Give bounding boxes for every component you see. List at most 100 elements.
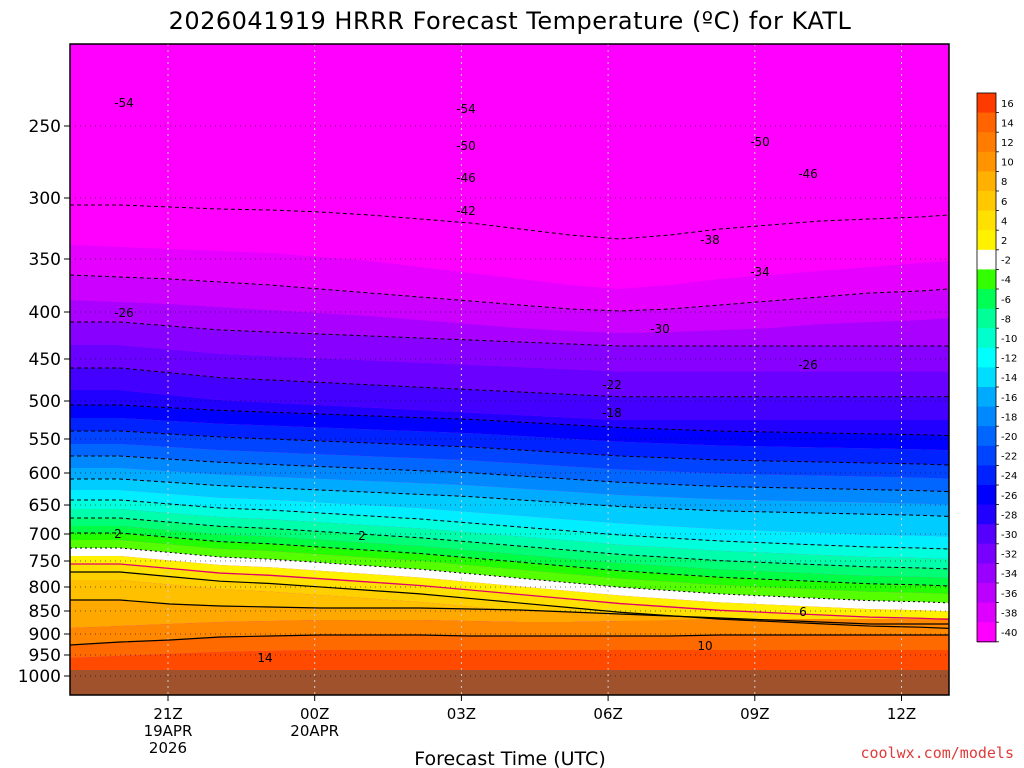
colorbar-label: -14 bbox=[1001, 373, 1017, 384]
temperature-band bbox=[70, 479, 949, 537]
contour-label: -34 bbox=[750, 265, 770, 279]
x-tick-label: 03Z bbox=[447, 705, 476, 723]
y-tick-label: 800 bbox=[29, 578, 61, 598]
temperature-band bbox=[70, 518, 949, 578]
colorbar: 16 14 12 10 8 6 4 2 -2 -4 -6 -8 -10 -12 -14 -16 -18 -20 -2… bbox=[976, 92, 1017, 643]
colorbar-label: 14 bbox=[1001, 118, 1014, 129]
colorbar-swatch bbox=[977, 269, 996, 290]
y-tick-label: 950 bbox=[29, 646, 61, 666]
y-tick-label: 850 bbox=[29, 602, 61, 622]
colorbar-swatch bbox=[977, 406, 996, 427]
colorbar-swatch bbox=[977, 112, 996, 133]
isotherm-negative bbox=[70, 478, 949, 517]
colorbar-swatch bbox=[977, 445, 996, 466]
isotherm-negative bbox=[70, 367, 949, 398]
temperature-band bbox=[70, 300, 949, 346]
temperature-band bbox=[70, 205, 949, 289]
temperature-band bbox=[70, 444, 949, 492]
x-tick-label: 06Z bbox=[593, 705, 622, 723]
colorbar-swatch bbox=[977, 191, 996, 212]
x-axis-label: Forecast Time (UTC) bbox=[414, 748, 605, 768]
colorbar-label: -34 bbox=[1001, 569, 1017, 580]
y-tick-label: 550 bbox=[29, 430, 61, 450]
colorbar-swatch bbox=[977, 93, 996, 114]
x-tick-label: 00Z bbox=[300, 705, 329, 723]
temperature-band bbox=[70, 635, 949, 658]
temperature-band bbox=[70, 540, 949, 603]
isotherm-negative bbox=[70, 274, 949, 312]
isotherm-positive bbox=[70, 634, 949, 646]
colorbar-label: -6 bbox=[1001, 295, 1011, 306]
colorbar-label: -10 bbox=[1001, 334, 1017, 345]
plot-frame bbox=[69, 43, 950, 696]
contour-label: -38 bbox=[700, 233, 720, 247]
contour-labels: -54 -54 -50 -50 -46 -46 -42 -38 -34 -30 -26 -26 -22 -… bbox=[114, 96, 818, 665]
contour-label: -26 bbox=[798, 358, 818, 372]
x-tick-label: 2026 bbox=[149, 739, 187, 757]
colorbar-label: -32 bbox=[1001, 550, 1017, 561]
y-tick-label: 450 bbox=[29, 350, 61, 370]
colorbar-swatch bbox=[977, 249, 996, 270]
contour-label: -50 bbox=[456, 139, 476, 153]
colorbar-label: -38 bbox=[1001, 608, 1017, 619]
ground-band bbox=[70, 670, 949, 695]
temperature-band bbox=[70, 556, 949, 620]
contour-label: -54 bbox=[456, 102, 476, 116]
isotherm-negative bbox=[70, 517, 949, 570]
colorbar-swatch bbox=[977, 524, 996, 545]
colorbar-label: 6 bbox=[1001, 197, 1007, 208]
temperature-band bbox=[70, 245, 949, 311]
colorbar-label: -26 bbox=[1001, 491, 1017, 502]
y-tick-label: 250 bbox=[29, 117, 61, 137]
isotherm-zero bbox=[70, 563, 949, 621]
isotherm-negative bbox=[70, 321, 949, 347]
colorbar-swatch bbox=[977, 563, 996, 584]
contour-label: -30 bbox=[650, 322, 670, 336]
temperature-band bbox=[70, 526, 949, 586]
colorbar-label: 12 bbox=[1001, 138, 1014, 149]
isotherm-negative bbox=[70, 430, 949, 466]
colorbar-swatch bbox=[977, 426, 996, 447]
isotherm-negative bbox=[70, 547, 949, 604]
colorbar-swatch bbox=[977, 230, 996, 251]
contour-label: -54 bbox=[114, 96, 134, 110]
y-tick-label: 750 bbox=[29, 552, 61, 572]
y-tick-label: 900 bbox=[29, 625, 61, 645]
y-tick-label: 300 bbox=[29, 189, 61, 209]
x-tick-label: 20APR bbox=[290, 722, 339, 740]
colorbar-swatch bbox=[977, 171, 996, 192]
colorbar-swatch bbox=[977, 387, 996, 408]
colorbar-label: 8 bbox=[1001, 177, 1007, 188]
colorbar-label: -20 bbox=[1001, 432, 1017, 443]
temperature-band bbox=[70, 44, 949, 239]
temperature-band bbox=[70, 490, 949, 549]
temperature-band bbox=[70, 618, 949, 645]
colorbar-swatch bbox=[977, 485, 996, 506]
grid-lines bbox=[70, 44, 949, 695]
colorbar-label: -22 bbox=[1001, 452, 1017, 463]
temperature-band bbox=[70, 533, 949, 594]
colorbar-label: -2 bbox=[1001, 256, 1011, 267]
colorbar-swatch bbox=[977, 583, 996, 604]
isotherm-negative bbox=[70, 455, 949, 493]
x-tick-label: 19APR bbox=[144, 722, 193, 740]
colorbar-label: -36 bbox=[1001, 589, 1017, 600]
temperature-band bbox=[70, 418, 949, 465]
contour-label: 2 bbox=[114, 527, 122, 541]
y-tick-label: 500 bbox=[29, 392, 61, 412]
temperature-band bbox=[70, 456, 949, 505]
isotherm-positive bbox=[70, 599, 949, 625]
colorbar-swatch bbox=[977, 504, 996, 525]
y-tick-label: 1000 bbox=[18, 667, 61, 687]
colorbar-swatch bbox=[977, 210, 996, 231]
temperature-band bbox=[70, 405, 949, 451]
isotherm-negative bbox=[70, 532, 949, 587]
isotherm-positive bbox=[70, 571, 949, 629]
y-tick-label: 350 bbox=[29, 250, 61, 270]
credit-link[interactable]: coolwx.com/models bbox=[860, 744, 1014, 762]
y-tick-label: 400 bbox=[29, 303, 61, 323]
temperature-band bbox=[70, 650, 949, 670]
contour-label: -22 bbox=[602, 378, 622, 392]
chart-title: 2026041919 HRRR Forecast Temperature (ºC… bbox=[169, 7, 852, 35]
